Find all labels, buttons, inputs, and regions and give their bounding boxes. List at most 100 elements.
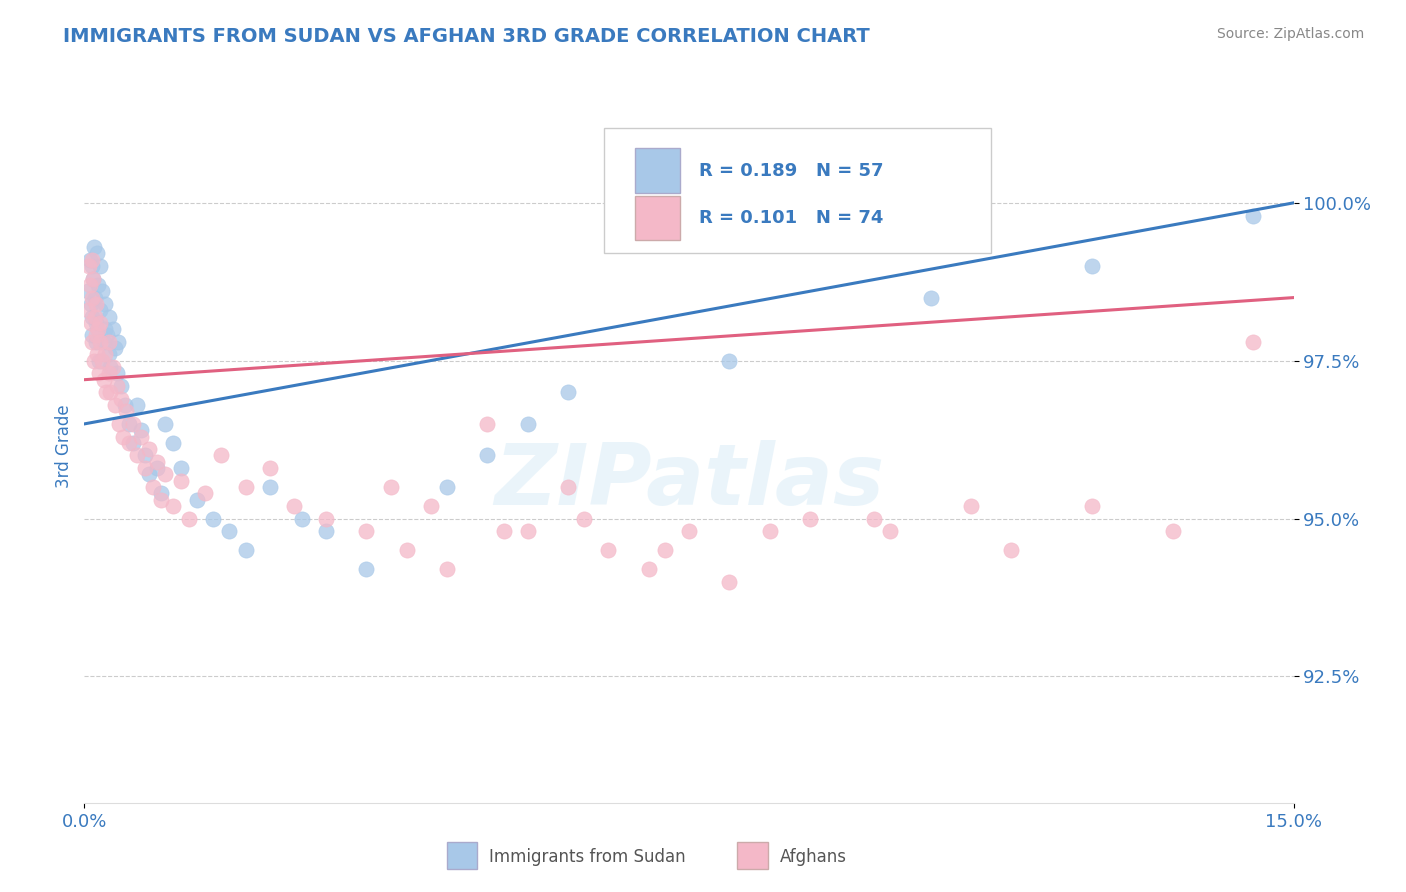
Text: R = 0.101   N = 74: R = 0.101 N = 74 [699,209,883,227]
Point [118,435,141,450]
Point [170,474,193,488]
Point [79,277,101,292]
Point [82,252,104,267]
Point [960,499,983,513]
Point [1241,334,1264,349]
Point [134,449,156,463]
Point [101,360,124,375]
Point [218,524,240,539]
Point [149,486,172,500]
Point [654,543,676,558]
Point [170,461,193,475]
Point [91,353,114,368]
Point [194,486,217,500]
Point [98,385,121,400]
Point [420,499,443,513]
Point [101,322,124,336]
Point [718,353,741,368]
Point [259,461,281,475]
Point [83,353,105,368]
Point [879,524,901,539]
FancyBboxPatch shape [605,128,991,253]
Point [108,417,131,431]
Point [82,259,104,273]
Text: ZIPatlas: ZIPatlas [494,440,884,524]
Point [97,334,120,349]
Point [94,297,117,311]
Point [105,379,128,393]
Point [87,322,110,336]
Point [97,310,120,324]
Point [516,524,538,539]
Point [112,429,135,443]
Point [162,435,184,450]
Point [477,417,499,431]
Point [436,480,458,494]
Point [758,524,780,539]
Point [492,524,515,539]
Point [84,334,107,349]
Point [557,480,579,494]
Point [93,322,115,336]
Point [315,511,337,525]
Point [477,449,499,463]
Point [138,442,160,457]
Point [89,259,111,273]
Point [516,417,538,431]
Point [96,328,118,343]
Point [93,347,115,361]
Point [863,511,886,525]
Point [80,328,103,343]
Point [572,511,595,525]
FancyBboxPatch shape [737,842,768,869]
Point [89,316,111,330]
Text: Source: ZipAtlas.com: Source: ZipAtlas.com [1216,27,1364,41]
Point [1161,524,1184,539]
FancyBboxPatch shape [634,148,681,193]
Point [356,562,378,576]
Point [315,524,337,539]
Point [110,379,132,393]
Point [209,449,232,463]
Point [259,480,281,494]
Point [114,398,136,412]
Point [186,492,208,507]
Point [89,334,111,349]
Point [97,347,120,361]
Point [98,360,121,375]
Point [235,543,257,558]
Point [87,277,110,292]
Point [1000,543,1022,558]
Point [202,511,225,525]
Point [86,347,108,361]
Point [637,562,659,576]
Point [86,246,108,260]
Point [283,499,305,513]
Point [87,367,110,381]
Point [118,417,141,431]
Point [77,259,100,273]
Point [142,480,165,494]
Point [87,353,110,368]
FancyBboxPatch shape [447,842,478,869]
Point [557,385,579,400]
Point [395,543,418,558]
Point [93,373,115,387]
Point [104,341,127,355]
Point [80,297,103,311]
Point [91,285,114,299]
Point [83,291,105,305]
Point [105,367,128,381]
Point [83,310,105,324]
Point [153,467,176,482]
Point [82,310,104,324]
Point [84,328,107,343]
Point [82,271,104,285]
Point [146,461,169,475]
Point [129,423,152,437]
Point [82,291,104,305]
Point [86,316,108,330]
Point [80,334,103,349]
Point [129,429,152,443]
Point [1241,209,1264,223]
